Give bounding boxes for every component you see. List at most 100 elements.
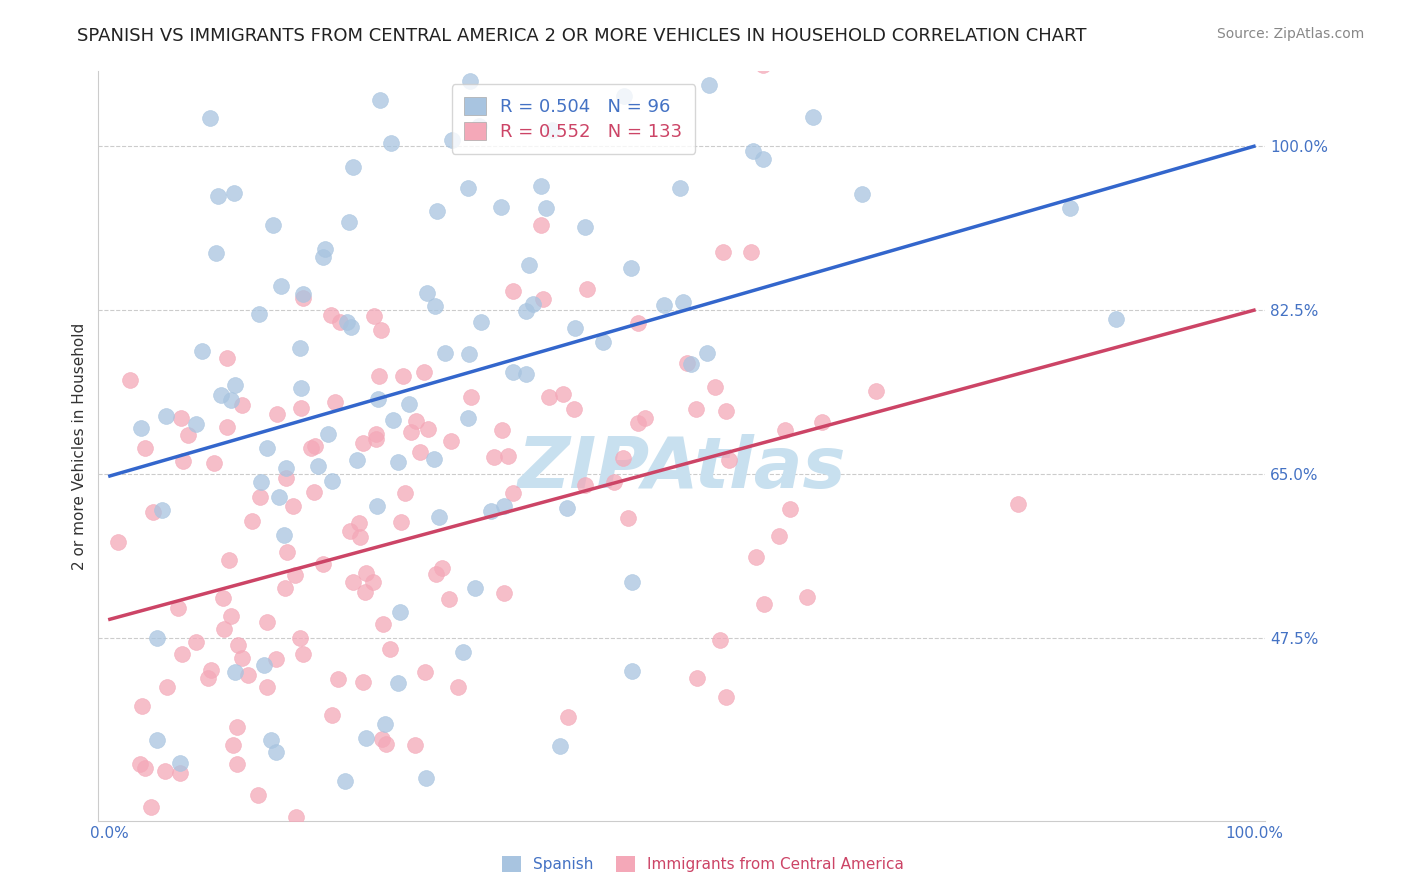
Point: [425, 566, 447, 581]
Point: [191, 343, 214, 358]
Point: [274, 461, 297, 475]
Point: [354, 566, 377, 581]
Point: [249, 490, 271, 504]
Point: [146, 632, 169, 646]
Point: [354, 731, 377, 745]
Point: [557, 710, 579, 724]
Point: [270, 279, 292, 293]
Point: [404, 738, 426, 752]
Point: [492, 500, 515, 514]
Point: [380, 136, 402, 150]
Point: [249, 475, 271, 490]
Point: [288, 341, 311, 355]
Point: [522, 297, 544, 311]
Point: [170, 410, 193, 425]
Point: [221, 835, 243, 849]
Point: [367, 369, 389, 384]
Point: [576, 46, 599, 61]
Point: [378, 641, 401, 656]
Point: [292, 647, 315, 661]
Point: [492, 586, 515, 600]
Point: [427, 509, 450, 524]
Point: [703, 380, 725, 394]
Point: [679, 357, 702, 371]
Point: [225, 720, 247, 734]
Point: [491, 423, 513, 437]
Point: [256, 441, 278, 455]
Point: [292, 287, 315, 301]
Point: [530, 179, 553, 194]
Point: [387, 455, 409, 469]
Text: SPANISH VS IMMIGRANTS FROM CENTRAL AMERICA 2 OR MORE VEHICLES IN HOUSEHOLD CORRE: SPANISH VS IMMIGRANTS FROM CENTRAL AMERI…: [77, 27, 1087, 45]
Point: [150, 502, 173, 516]
Point: [156, 680, 179, 694]
Point: [219, 392, 242, 407]
Point: [672, 295, 695, 310]
Point: [134, 442, 156, 456]
Point: [361, 574, 384, 589]
Point: [531, 293, 554, 307]
Point: [218, 553, 240, 567]
Point: [236, 668, 259, 682]
Point: [399, 425, 422, 440]
Point: [502, 485, 524, 500]
Point: [537, 391, 560, 405]
Point: [458, 347, 481, 361]
Point: [226, 757, 249, 772]
Point: [200, 663, 222, 677]
Point: [363, 28, 385, 42]
Point: [752, 152, 775, 166]
Y-axis label: 2 or more Vehicles in Household: 2 or more Vehicles in Household: [72, 322, 87, 570]
Point: [222, 738, 245, 752]
Point: [184, 417, 207, 431]
Point: [620, 260, 643, 275]
Point: [200, 112, 222, 126]
Point: [437, 592, 460, 607]
Point: [329, 315, 352, 329]
Point: [172, 647, 194, 661]
Point: [517, 259, 540, 273]
Point: [155, 409, 177, 423]
Point: [253, 657, 276, 672]
Point: [496, 449, 519, 463]
Point: [592, 334, 614, 349]
Point: [349, 530, 371, 544]
Point: [290, 381, 312, 395]
Point: [256, 680, 278, 694]
Point: [479, 504, 502, 518]
Point: [768, 529, 790, 543]
Point: [333, 773, 356, 788]
Point: [387, 676, 409, 690]
Point: [779, 501, 801, 516]
Point: [366, 432, 388, 446]
Point: [197, 671, 219, 685]
Point: [347, 516, 370, 530]
Point: [1059, 201, 1081, 215]
Point: [620, 575, 643, 590]
Point: [304, 438, 326, 452]
Point: [502, 365, 524, 379]
Point: [131, 698, 153, 713]
Point: [865, 384, 887, 398]
Point: [107, 535, 129, 549]
Point: [285, 809, 308, 823]
Point: [266, 407, 288, 421]
Point: [394, 486, 416, 500]
Point: [416, 285, 439, 300]
Point: [627, 316, 650, 330]
Point: [217, 420, 239, 434]
Legend: R = 0.504   N = 96, R = 0.552   N = 133: R = 0.504 N = 96, R = 0.552 N = 133: [451, 84, 695, 153]
Legend: Spanish, Immigrants from Central America: Spanish, Immigrants from Central America: [495, 848, 911, 880]
Point: [515, 304, 537, 318]
Point: [398, 396, 420, 410]
Point: [370, 323, 392, 337]
Point: [366, 499, 388, 513]
Point: [612, 450, 634, 465]
Point: [536, 201, 558, 215]
Point: [307, 459, 329, 474]
Point: [457, 181, 479, 195]
Point: [146, 733, 169, 747]
Point: [321, 475, 343, 489]
Point: [247, 789, 270, 803]
Point: [352, 436, 374, 450]
